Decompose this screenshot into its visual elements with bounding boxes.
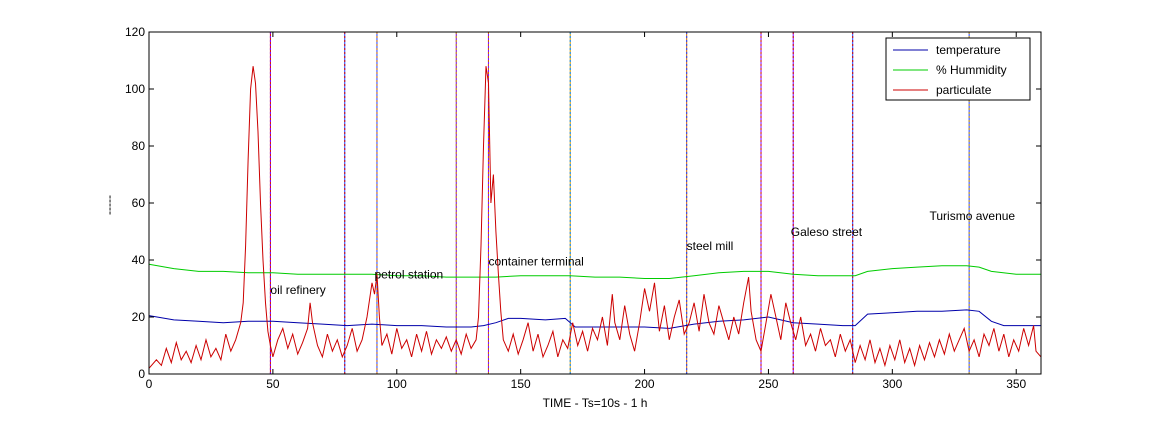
legend-label: % Hummidity [936, 63, 1007, 77]
x-tick-label: 300 [882, 377, 902, 391]
x-tick-label: 150 [511, 377, 531, 391]
annotation-label: petrol station [374, 268, 443, 282]
annotation-layer: oil refinery petrol station container term… [270, 209, 1015, 297]
annotation-label: oil refinery [270, 283, 325, 297]
legend-label: temperature [936, 43, 1001, 57]
annotation-label: steel mill [687, 239, 734, 253]
y-axis-label: ----- [102, 195, 116, 215]
x-tick-label: 200 [635, 377, 655, 391]
y-tick-label: 20 [132, 310, 146, 324]
y-tick-label: 40 [132, 253, 146, 267]
x-axis-label: TIME - Ts=10s - 1 h [543, 396, 648, 410]
marker-layer [269, 32, 970, 374]
series-layer [148, 66, 1042, 369]
x-tick-label: 50 [266, 377, 280, 391]
y-axis-ticks: 0 20 40 60 80 100 120 [125, 25, 1041, 381]
y-tick-label: 120 [125, 25, 145, 39]
series-line-hummidity [148, 263, 1041, 279]
x-axis-ticks: 0 50 100 150 200 250 300 350 [146, 32, 1027, 391]
x-tick-label: 100 [387, 377, 407, 391]
annotation-label: container terminal [488, 255, 583, 269]
annotation-label: Turismo avenue [930, 209, 1016, 223]
series-line-temperature [148, 309, 1041, 329]
x-tick-label: 350 [1006, 377, 1026, 391]
y-tick-label: 100 [125, 82, 145, 96]
legend-label: particulate [936, 83, 992, 97]
x-tick-label: 0 [146, 377, 153, 391]
series-line-particulate [148, 66, 1042, 369]
y-tick-label: 0 [138, 367, 145, 381]
x-tick-label: 250 [758, 377, 778, 391]
legend: temperature % Hummidity particulate [885, 37, 1031, 101]
y-tick-label: 60 [132, 196, 146, 210]
annotation-label: Galeso street [791, 225, 863, 239]
legend-entries: temperature % Hummidity particulate [893, 43, 1007, 97]
y-tick-label: 80 [132, 139, 146, 153]
